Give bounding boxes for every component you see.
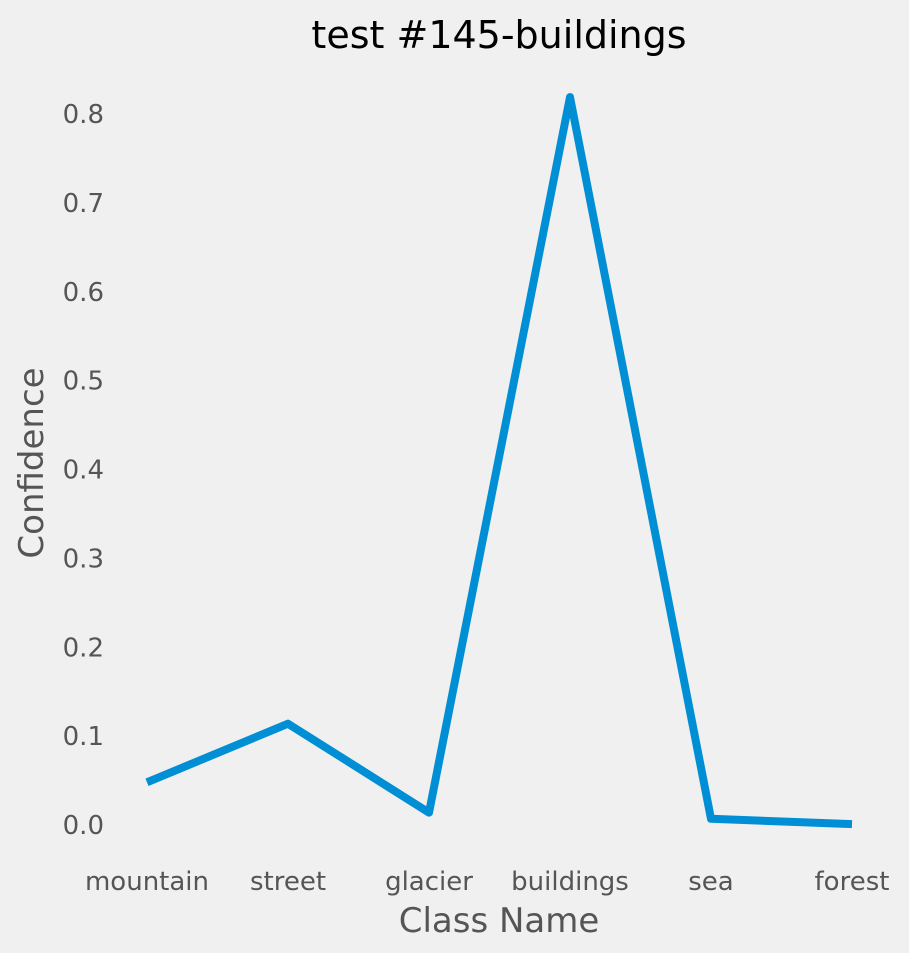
y-tick-label: 0.8 (63, 100, 104, 130)
y-tick-label: 0.6 (63, 278, 104, 308)
x-tick-label: glacier (385, 867, 473, 897)
y-tick-label: 0.7 (63, 189, 104, 219)
y-tick-label: 0.0 (63, 811, 104, 841)
x-tick-label: sea (688, 867, 733, 897)
x-tick-label: mountain (85, 867, 209, 897)
y-tick-label: 0.3 (63, 544, 104, 574)
x-axis-label: Class Name (399, 901, 600, 941)
y-tick-label: 0.4 (63, 456, 104, 486)
y-tick-label: 0.5 (63, 367, 104, 397)
y-axis-label: Confidence (12, 367, 52, 558)
y-tick-label: 0.1 (63, 722, 104, 752)
x-tick-label: buildings (511, 867, 629, 897)
y-tick-label: 0.2 (63, 633, 104, 663)
x-axis-ticks: mountain street glacier buildings sea forest (85, 867, 889, 897)
y-axis-ticks: 0.0 0.1 0.2 0.3 0.4 0.5 0.6 0.7 0.8 (63, 100, 104, 841)
x-tick-label: street (250, 867, 326, 897)
x-tick-label: forest (815, 867, 890, 897)
chart-title: test #145-buildings (311, 13, 686, 57)
series-line (145, 93, 853, 829)
